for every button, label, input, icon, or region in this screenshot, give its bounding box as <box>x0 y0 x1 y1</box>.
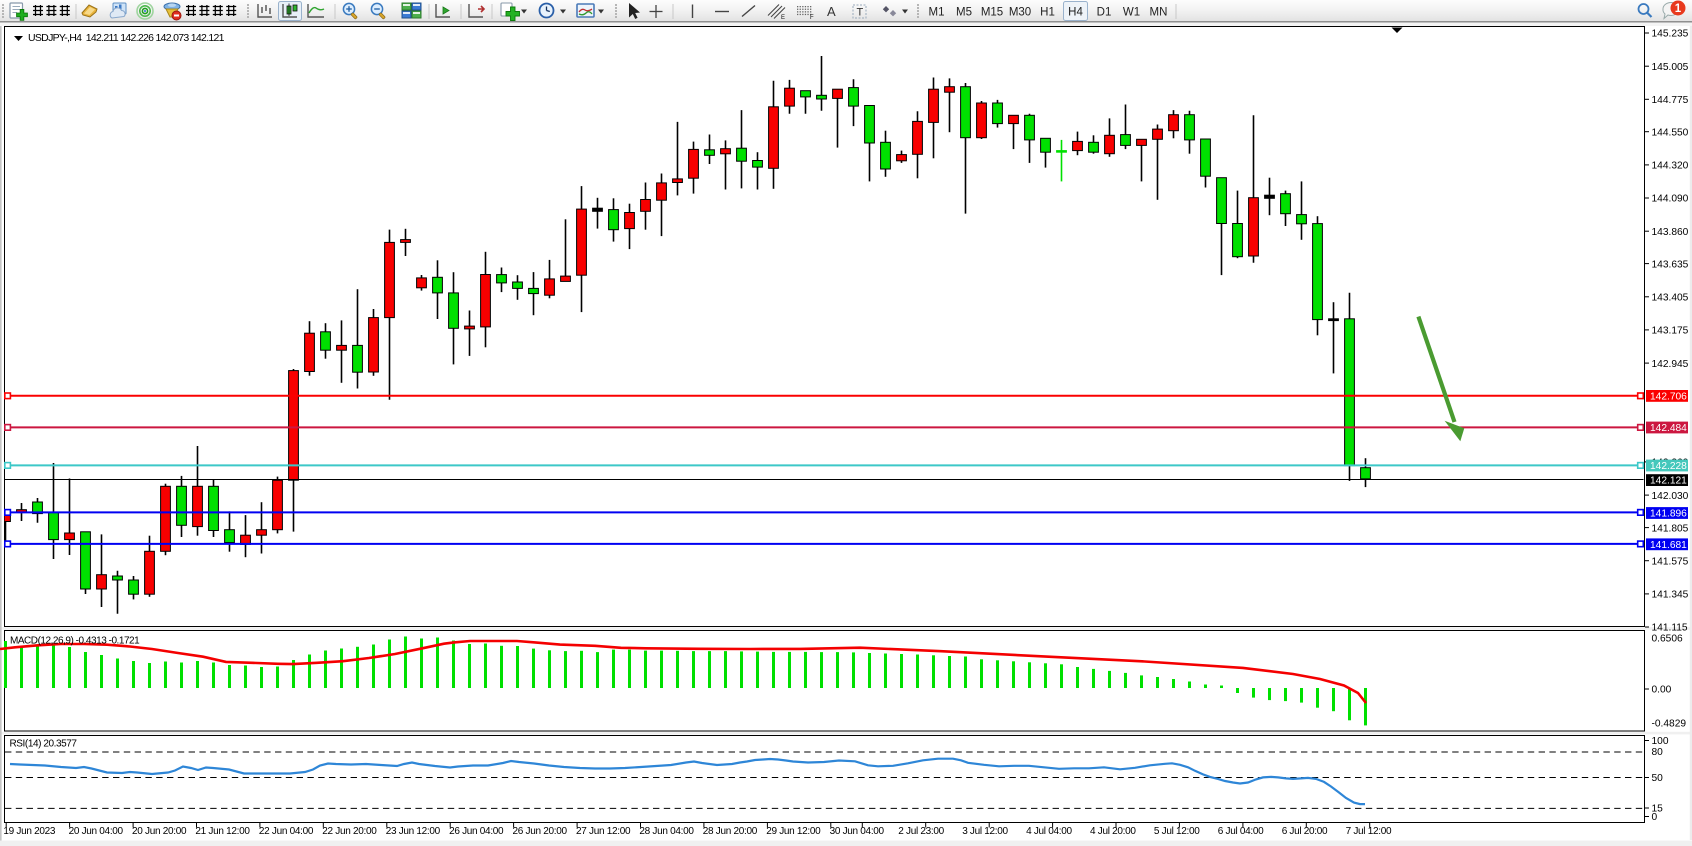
svg-text:M30: M30 <box>1009 7 1031 19</box>
svg-text:M1: M1 <box>929 7 945 19</box>
svg-text:D1: D1 <box>1097 7 1112 19</box>
svg-text:141.681: 141.681 <box>1650 540 1687 551</box>
svg-text:142.706: 142.706 <box>1650 392 1687 403</box>
svg-text:141.575: 141.575 <box>1652 556 1689 567</box>
svg-text:142.121: 142.121 <box>1650 476 1687 487</box>
svg-text:145.235: 145.235 <box>1652 29 1689 40</box>
svg-text:0.00: 0.00 <box>1652 685 1672 696</box>
svg-text:26 Jun 04:00: 26 Jun 04:00 <box>449 826 504 837</box>
svg-text:3 Jul 12:00: 3 Jul 12:00 <box>962 826 1008 837</box>
svg-text:143.860: 143.860 <box>1652 227 1689 238</box>
svg-text:143.175: 143.175 <box>1652 326 1689 337</box>
svg-text:144.550: 144.550 <box>1652 127 1689 138</box>
svg-text:MACD(12,26,9) -0.4313 -0.1721: MACD(12,26,9) -0.4313 -0.1721 <box>10 636 140 647</box>
svg-text:M5: M5 <box>956 7 972 19</box>
svg-text:26 Jun 20:00: 26 Jun 20:00 <box>513 826 568 837</box>
svg-text:4 Jul 20:00: 4 Jul 20:00 <box>1090 826 1136 837</box>
svg-text:30 Jun 04:00: 30 Jun 04:00 <box>830 826 885 837</box>
svg-text:W1: W1 <box>1123 7 1140 19</box>
svg-text:6 Jul 20:00: 6 Jul 20:00 <box>1282 826 1328 837</box>
svg-text:144.090: 144.090 <box>1652 194 1689 205</box>
svg-text:4 Jul 04:00: 4 Jul 04:00 <box>1026 826 1072 837</box>
svg-text:141.805: 141.805 <box>1652 523 1689 534</box>
svg-text:27 Jun 12:00: 27 Jun 12:00 <box>576 826 631 837</box>
svg-text:F: F <box>810 15 814 21</box>
svg-text:145.005: 145.005 <box>1652 62 1689 73</box>
svg-text:H4: H4 <box>1068 7 1083 19</box>
svg-text:M15: M15 <box>981 7 1003 19</box>
svg-text:23 Jun 12:00: 23 Jun 12:00 <box>386 826 441 837</box>
svg-text:19 Jun 2023: 19 Jun 2023 <box>3 826 55 837</box>
svg-text:0: 0 <box>1652 812 1658 823</box>
svg-text:141.345: 141.345 <box>1652 590 1689 601</box>
svg-text:A: A <box>827 4 836 19</box>
svg-text:142.945: 142.945 <box>1652 359 1689 370</box>
svg-text:20 Jun 04:00: 20 Jun 04:00 <box>69 826 124 837</box>
svg-text:22 Jun 20:00: 22 Jun 20:00 <box>322 826 377 837</box>
svg-text:143.635: 143.635 <box>1652 259 1689 270</box>
svg-text:0.6506: 0.6506 <box>1652 634 1683 645</box>
svg-text:RSI(14) 20.3577: RSI(14) 20.3577 <box>10 739 78 750</box>
svg-text:50: 50 <box>1652 773 1664 784</box>
svg-text:142.030: 142.030 <box>1652 491 1689 502</box>
svg-text:MN: MN <box>1150 7 1168 19</box>
svg-text:141.115: 141.115 <box>1652 623 1688 634</box>
svg-text:29 Jun 12:00: 29 Jun 12:00 <box>766 826 821 837</box>
svg-text:144.320: 144.320 <box>1652 161 1689 172</box>
svg-text:143.405: 143.405 <box>1652 293 1689 304</box>
svg-text:144.775: 144.775 <box>1652 95 1689 106</box>
svg-text:15: 15 <box>1652 804 1664 815</box>
svg-text:-0.4829: -0.4829 <box>1652 719 1687 730</box>
svg-text:6 Jul 04:00: 6 Jul 04:00 <box>1218 826 1264 837</box>
svg-text:H1: H1 <box>1040 7 1055 19</box>
svg-text:7 Jul 12:00: 7 Jul 12:00 <box>1346 826 1392 837</box>
svg-text:80: 80 <box>1652 747 1664 758</box>
svg-text:E: E <box>781 15 785 21</box>
svg-text:100: 100 <box>1652 736 1669 747</box>
svg-text:22 Jun 04:00: 22 Jun 04:00 <box>259 826 314 837</box>
svg-text:1: 1 <box>1675 3 1682 15</box>
svg-text:20 Jun 20:00: 20 Jun 20:00 <box>132 826 187 837</box>
svg-text:142.228: 142.228 <box>1650 461 1687 472</box>
svg-text:T: T <box>857 7 864 19</box>
svg-text:142.484: 142.484 <box>1650 423 1687 434</box>
svg-text:5 Jul 12:00: 5 Jul 12:00 <box>1154 826 1200 837</box>
svg-text:USDJPY-,H4 142.211 142.226 14: USDJPY-,H4 142.211 142.226 142.073 142.1… <box>28 32 225 44</box>
svg-text:28 Jun 04:00: 28 Jun 04:00 <box>639 826 694 837</box>
svg-text:2 Jul 23:00: 2 Jul 23:00 <box>898 826 944 837</box>
svg-text:28 Jun 20:00: 28 Jun 20:00 <box>703 826 758 837</box>
svg-text:21 Jun 12:00: 21 Jun 12:00 <box>195 826 250 837</box>
svg-text:141.896: 141.896 <box>1650 509 1687 520</box>
